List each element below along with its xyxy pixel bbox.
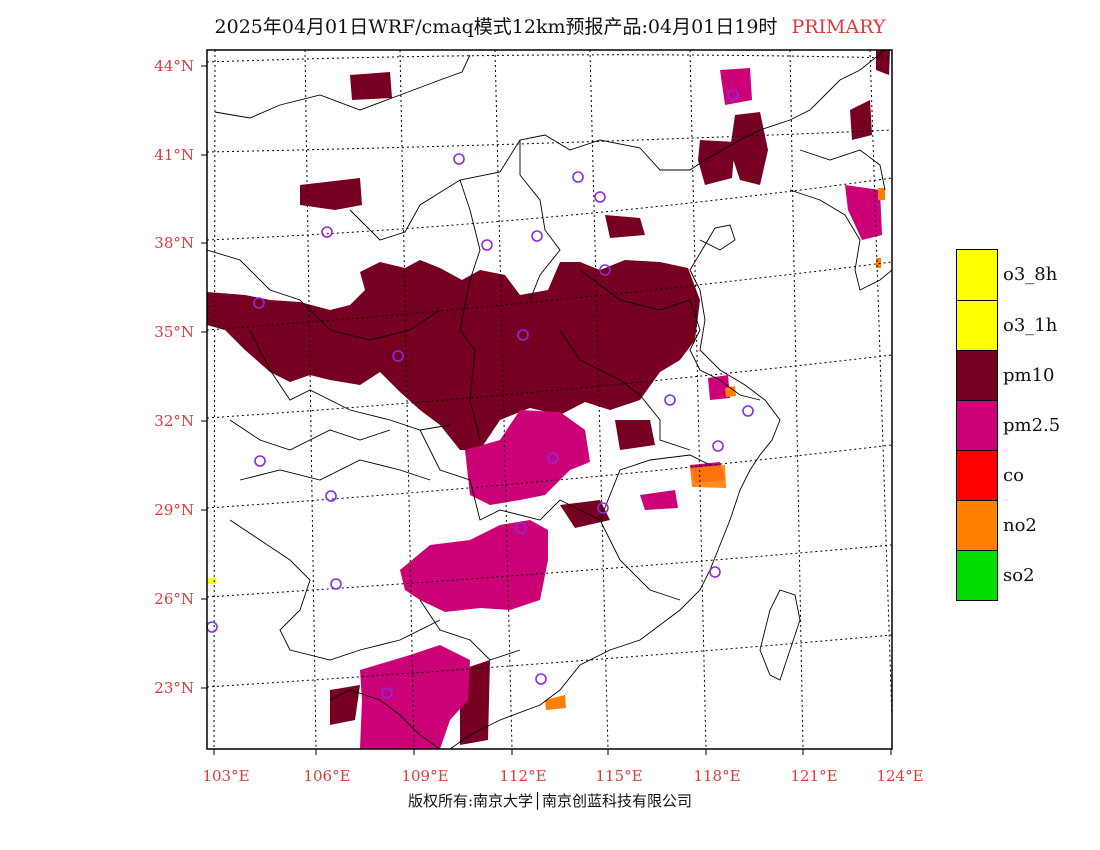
station-marker[interactable]	[392, 350, 404, 362]
lon-label: 121°E	[790, 767, 837, 785]
lat-label: 44°N	[154, 57, 194, 75]
pm10-region	[876, 50, 890, 75]
pm10-region	[350, 72, 392, 100]
lat-label: 23°N	[154, 679, 194, 697]
lon-labels: 103°E 106°E 109°E 112°E 115°E 118°E 121°…	[202, 767, 923, 785]
station-marker[interactable]	[330, 578, 342, 590]
o3-region	[207, 578, 216, 584]
station-marker[interactable]	[709, 566, 721, 578]
station-marker[interactable]	[515, 522, 527, 534]
primary-badge: PRIMARY	[791, 16, 886, 38]
legend-item-o3-1h: o3_1h	[957, 300, 1057, 350]
station-marker[interactable]	[664, 394, 676, 406]
lat-label: 29°N	[154, 501, 194, 519]
station-marker[interactable]	[597, 502, 609, 514]
station-marker[interactable]	[742, 405, 754, 417]
axis-ticks	[201, 65, 892, 755]
lon-label: 124°E	[876, 767, 923, 785]
pm10-region	[850, 100, 872, 140]
pm10-region	[300, 178, 362, 210]
station-marker[interactable]	[599, 264, 611, 276]
map-frame	[206, 49, 893, 750]
legend-item-so2: so2	[957, 550, 1035, 600]
lat-label: 38°N	[154, 234, 194, 252]
pm10-region	[698, 140, 735, 185]
station-marker[interactable]	[381, 687, 393, 699]
station-marker[interactable]	[531, 230, 543, 242]
copyright-footer: 版权所有:南京大学│南京创蓝科技有限公司	[407, 792, 693, 810]
lat-labels: 44°N 41°N 38°N 35°N 32°N 29°N 26°N 23°N	[154, 57, 194, 697]
legend-label: pm2.5	[1003, 415, 1061, 436]
legend-label: so2	[1003, 565, 1035, 586]
station-markers	[206, 89, 754, 699]
no2-region	[690, 465, 726, 488]
legend-item-no2: no2	[957, 500, 1037, 550]
pm10-region	[605, 215, 645, 238]
map-title: 2025年04月01日WRF/cmaq模式12km预报产品:04月01日19时 P…	[0, 12, 1100, 39]
forecast-map[interactable]: 44°N 41°N 38°N 35°N 32°N 29°N 26°N 23°N …	[0, 0, 1100, 790]
boundaries	[207, 50, 892, 749]
legend-item-pm10: pm10	[957, 350, 1055, 400]
legend-item-pm2-5: pm2.5	[957, 400, 1060, 450]
legend-label: co	[1003, 465, 1024, 486]
lon-label: 103°E	[202, 767, 249, 785]
lat-label: 26°N	[154, 590, 194, 608]
station-marker[interactable]	[535, 673, 547, 685]
station-marker[interactable]	[727, 89, 739, 101]
station-marker[interactable]	[712, 440, 724, 452]
station-marker[interactable]	[481, 239, 493, 251]
lon-label: 115°E	[595, 767, 642, 785]
legend-item-o3-8h: o3_8h	[957, 250, 1057, 300]
station-marker[interactable]	[572, 171, 584, 183]
no2-region	[725, 386, 736, 397]
pollution-field	[207, 50, 890, 749]
pm10-region	[615, 420, 655, 450]
legend-label: o3_8h	[1003, 264, 1058, 285]
legend-label: no2	[1003, 515, 1037, 536]
pm25-region	[465, 410, 590, 505]
station-marker[interactable]	[253, 297, 265, 309]
lon-label: 106°E	[303, 767, 350, 785]
station-marker[interactable]	[517, 329, 529, 341]
station-marker[interactable]	[254, 455, 266, 467]
pollutant-legend: o3_8h o3_1h pm10 pm2.5 co no2 so2	[956, 249, 1060, 601]
pm25-region	[360, 645, 470, 749]
no2-region	[545, 695, 566, 710]
lat-label: 41°N	[154, 146, 194, 164]
graticule	[207, 50, 892, 749]
pm25-region	[845, 185, 882, 240]
station-marker[interactable]	[321, 226, 333, 238]
pm10-region	[730, 112, 768, 185]
lon-label: 109°E	[401, 767, 448, 785]
lon-label: 118°E	[693, 767, 740, 785]
legend-label: o3_1h	[1003, 315, 1058, 336]
lat-label: 32°N	[154, 412, 194, 430]
lat-label: 35°N	[154, 323, 194, 341]
station-marker[interactable]	[547, 452, 559, 464]
legend-item-co: co	[957, 450, 1024, 500]
pm10-region	[330, 685, 360, 725]
pm25-region	[640, 490, 678, 510]
lon-label: 112°E	[499, 767, 546, 785]
pm25-region	[708, 375, 730, 400]
pm25-region	[400, 520, 548, 612]
legend-label: pm10	[1003, 365, 1055, 386]
no2-region	[878, 188, 885, 200]
station-marker[interactable]	[453, 153, 465, 165]
station-marker[interactable]	[594, 191, 606, 203]
station-marker[interactable]	[325, 490, 337, 502]
station-marker[interactable]	[206, 621, 218, 633]
pm10-region	[207, 260, 700, 450]
title-text: 2025年04月01日WRF/cmaq模式12km预报产品:04月01日19时	[214, 16, 778, 38]
